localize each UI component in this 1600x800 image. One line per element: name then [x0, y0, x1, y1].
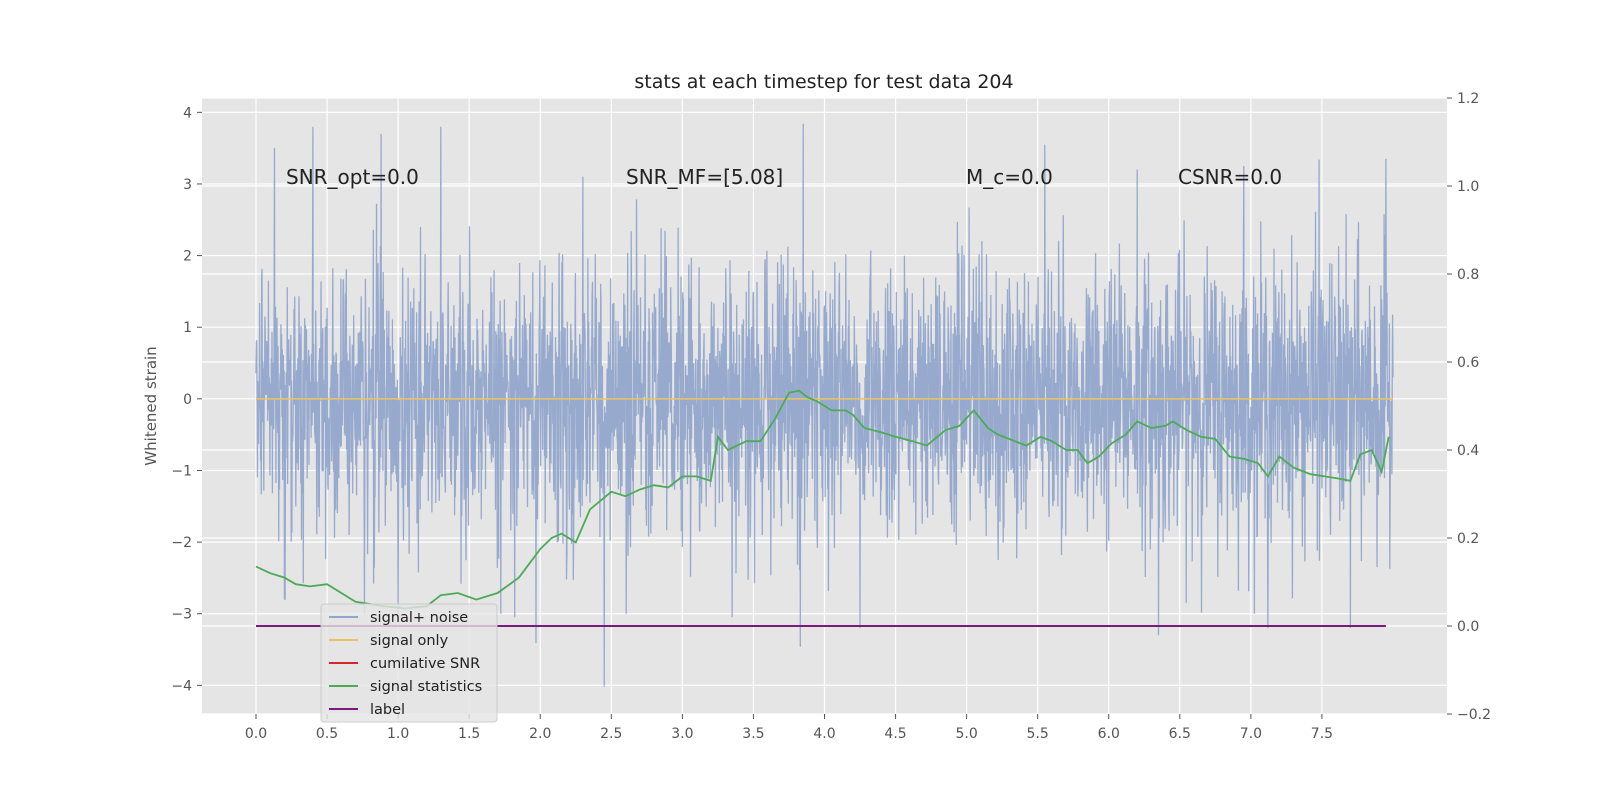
- x-tick-label: 6.5: [1169, 726, 1191, 742]
- x-tick-label: 5.5: [1027, 726, 1049, 742]
- x-tick-label: 7.5: [1311, 726, 1333, 742]
- x-tick-label: 0.5: [316, 726, 338, 742]
- legend-label-signal-only: signal only: [370, 633, 449, 649]
- y-tick-label: 3: [183, 177, 192, 193]
- x-tick-label: 2.5: [600, 726, 622, 742]
- x-tick-label: 7.0: [1240, 726, 1262, 742]
- chart-title: stats at each timestep for test data 204: [634, 71, 1013, 93]
- annotation-snr-opt: SNR_opt=0.0: [286, 165, 419, 189]
- y2-tick-label: 0.2: [1457, 531, 1479, 547]
- x-tick-label: 4.5: [884, 726, 906, 742]
- y2-tick-label: 0.0: [1457, 619, 1479, 635]
- y-tick-label: 0: [183, 392, 192, 408]
- y-tick-label: 2: [183, 249, 192, 265]
- x-tick-label: 6.0: [1098, 726, 1120, 742]
- legend-label-signal-noise: signal+ noise: [370, 610, 468, 626]
- series-signal-statistics-line: [255, 389, 1390, 610]
- x-tick-label: 1.5: [458, 726, 480, 742]
- y-tick-label: −3: [171, 607, 192, 623]
- y2-tick-label: 1.2: [1457, 91, 1479, 107]
- y-tick-label: −4: [171, 678, 192, 694]
- x-tick-label: 0.0: [245, 726, 267, 742]
- x-tick-label: 1.0: [387, 726, 409, 742]
- legend-box: [320, 603, 498, 723]
- series-signal-noise-line: [255, 123, 1394, 687]
- y2-tick-label: 1.0: [1457, 179, 1479, 195]
- annotation-mc: M_c=0.0: [966, 165, 1053, 189]
- x-tick-label: 2.0: [529, 726, 551, 742]
- legend-label-cumilative-snr: cumilative SNR: [370, 656, 480, 672]
- legend-label-label: label: [370, 702, 405, 718]
- y-tick-label: 4: [183, 105, 192, 121]
- annotation-snr-mf: SNR_MF=[5.08]: [626, 165, 783, 189]
- annotation-csnr: CSNR=0.0: [1178, 165, 1282, 189]
- x-tick-label: 4.0: [813, 726, 835, 742]
- y-tick-label: −2: [171, 535, 192, 551]
- legend: signal+ noise signal only cumilative SNR…: [320, 603, 498, 723]
- ticks-layer: 0.0 0.5 1.0 1.5 2.0 2.5 3.0 3.5 4.0 4.5 5.0 5.5 6.0 6…: [171, 91, 1491, 742]
- x-tick-label: 5.0: [955, 726, 977, 742]
- y2-tick-label: 0.4: [1457, 443, 1479, 459]
- x-tick-label: 3.5: [742, 726, 764, 742]
- y2-tick-label: −0.2: [1457, 707, 1491, 723]
- y2-tick-label: 0.6: [1457, 355, 1479, 371]
- y2-tick-label: 0.8: [1457, 267, 1479, 283]
- y-tick-label: 1: [183, 320, 192, 336]
- legend-label-signal-statistics: signal statistics: [370, 679, 482, 695]
- x-tick-label: 3.0: [671, 726, 693, 742]
- y-axis-label: Whitened strain: [142, 346, 160, 465]
- y-tick-label: −1: [171, 463, 192, 479]
